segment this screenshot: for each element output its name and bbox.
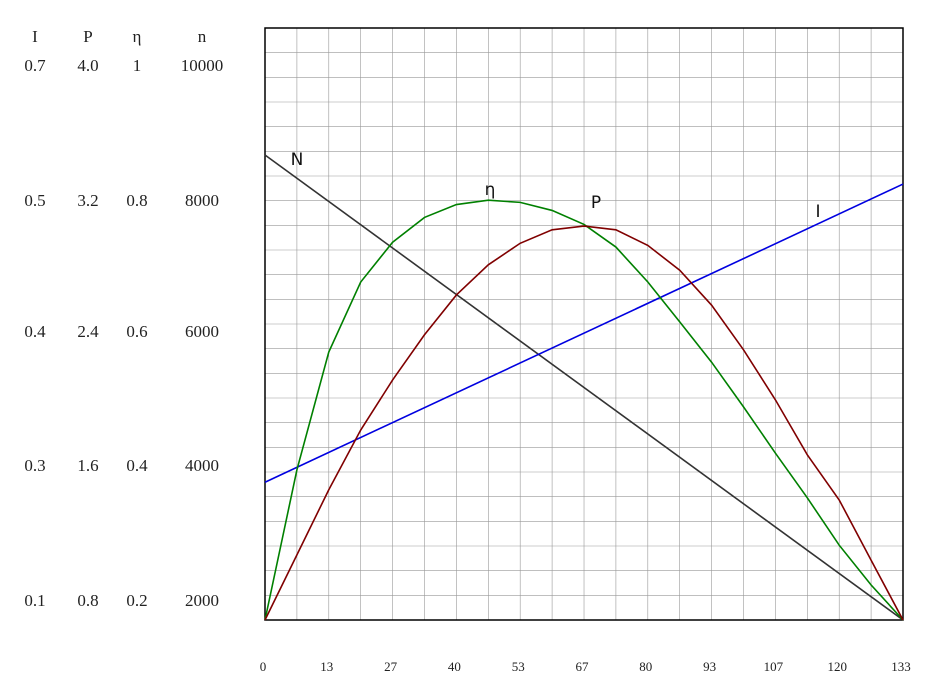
x-tick-label: 13 <box>320 659 333 674</box>
curve <box>264 183 904 483</box>
x-tick-label: 67 <box>576 659 590 674</box>
scale-header: n <box>198 27 207 46</box>
x-tick-label: 40 <box>448 659 461 674</box>
scale-header: P <box>83 27 92 46</box>
x-tick-label: 27 <box>384 659 398 674</box>
scale-label: 0.7 <box>24 56 46 75</box>
scale-label: 0.5 <box>24 191 45 210</box>
scale-header: η <box>133 27 142 46</box>
scale-label: 0.8 <box>77 591 98 610</box>
scale-header: I <box>32 27 38 46</box>
scale-label: 0.2 <box>126 591 147 610</box>
scale-label: 4.0 <box>77 56 98 75</box>
curve <box>264 225 904 621</box>
curve-label: I <box>815 202 820 222</box>
x-tick-label: 133 <box>891 659 911 674</box>
scale-label: 2.4 <box>77 322 99 341</box>
curve-label: N <box>291 150 304 170</box>
scale-label: 0.4 <box>24 322 46 341</box>
scale-label: 4000 <box>185 456 219 475</box>
curve-label: η <box>485 180 496 200</box>
x-tick-label: 107 <box>764 659 784 674</box>
scale-label: 1 <box>133 56 142 75</box>
scale-label: 3.2 <box>77 191 98 210</box>
scale-label: 8000 <box>185 191 219 210</box>
scale-label: 6000 <box>185 322 219 341</box>
scale-label: 1.6 <box>77 456 98 475</box>
scale-label: 0.8 <box>126 191 147 210</box>
x-tick-label: 0 <box>260 659 267 674</box>
scale-label: 2000 <box>185 591 219 610</box>
curve <box>264 199 904 621</box>
x-tick-label: 80 <box>639 659 652 674</box>
x-tick-label: 120 <box>827 659 847 674</box>
scale-label: 0.4 <box>126 456 148 475</box>
curve <box>264 154 904 621</box>
x-tick-label: 53 <box>512 659 525 674</box>
curve-label: P <box>591 193 601 213</box>
scale-label: 0.6 <box>126 322 147 341</box>
scale-label: 10000 <box>181 56 224 75</box>
scale-label: 0.3 <box>24 456 45 475</box>
scale-label: 0.1 <box>24 591 45 610</box>
x-tick-label: 93 <box>703 659 716 674</box>
plot-frame <box>264 27 904 621</box>
